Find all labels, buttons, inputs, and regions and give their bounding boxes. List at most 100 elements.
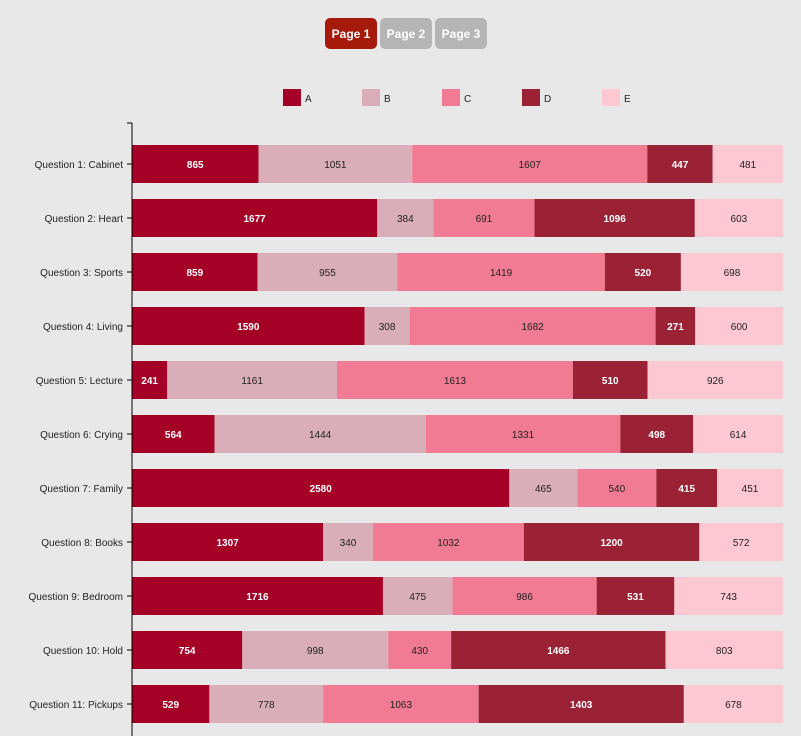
data-label-c: 1331 — [512, 430, 535, 441]
legend-label-e: E — [624, 94, 631, 105]
bar-segment-b — [214, 415, 426, 453]
bar-segment-e — [694, 199, 783, 237]
bar-segment-c — [372, 523, 524, 561]
legend-swatch-e — [602, 89, 620, 106]
data-label-c: 430 — [411, 646, 428, 657]
category-label: Question 1: Cabinet — [35, 160, 124, 171]
data-label-a: 859 — [186, 268, 203, 279]
legend-item-e: E — [602, 89, 631, 106]
category-label: Question 3: Sports — [40, 268, 123, 279]
bar-segment-e — [699, 523, 783, 561]
data-label-c: 1419 — [490, 268, 513, 279]
data-label-a: 1716 — [246, 592, 269, 603]
data-label-e: 803 — [716, 646, 733, 657]
category-label: Question 7: Family — [40, 484, 123, 495]
bar-segment-c — [412, 145, 648, 183]
category-label: Question 2: Heart — [45, 214, 124, 225]
legend-item-c: C — [442, 89, 471, 106]
data-label-a: 2580 — [310, 484, 333, 495]
bar-segment-c — [425, 415, 621, 453]
bar-segment-e — [695, 307, 783, 345]
page-2-button[interactable]: Page 2 — [380, 18, 432, 49]
data-label-e: 743 — [720, 592, 737, 603]
data-label-a: 1590 — [237, 322, 260, 333]
bar-segment-a — [132, 469, 510, 507]
data-label-e: 600 — [731, 322, 748, 333]
bar-segment-b — [364, 307, 410, 345]
data-label-b: 475 — [409, 592, 426, 603]
category-label: Question 10: Hold — [43, 646, 123, 657]
legend-label-b: B — [384, 94, 391, 105]
bar-segment-a — [132, 253, 258, 291]
data-label-d: 1096 — [604, 214, 627, 225]
data-label-e: 678 — [725, 700, 742, 711]
bar-segment-a — [132, 577, 383, 615]
bar-segment-e — [680, 253, 783, 291]
bar-segment-a — [132, 631, 243, 669]
bar-segment-b — [509, 469, 578, 507]
data-label-d: 447 — [672, 160, 689, 171]
bar-segment-d — [655, 307, 696, 345]
data-label-a: 865 — [187, 160, 204, 171]
legend-swatch-b — [362, 89, 380, 106]
bar-segment-c — [323, 685, 479, 723]
data-label-d: 510 — [602, 376, 619, 387]
bar-segment-c — [433, 199, 535, 237]
data-label-d: 415 — [678, 484, 695, 495]
data-label-a: 564 — [165, 430, 182, 441]
bar-segment-d — [604, 253, 681, 291]
bar-segment-e — [693, 415, 783, 453]
bar-segment-c — [397, 253, 605, 291]
data-label-d: 1466 — [547, 646, 570, 657]
bar-segment-b — [242, 631, 389, 669]
page-1-button[interactable]: Page 1 — [325, 18, 377, 49]
legend-label-d: D — [544, 94, 551, 105]
data-label-b: 1051 — [324, 160, 347, 171]
data-label-e: 926 — [707, 376, 724, 387]
data-label-c: 986 — [516, 592, 533, 603]
bar-segment-d — [620, 415, 694, 453]
bar-segment-d — [523, 523, 700, 561]
data-label-e: 698 — [724, 268, 741, 279]
page-3-button[interactable]: Page 3 — [435, 18, 487, 49]
data-label-c: 1682 — [521, 322, 544, 333]
bar-segment-d — [596, 577, 675, 615]
bar-segment-e — [647, 361, 783, 399]
data-label-a: 1307 — [216, 538, 239, 549]
category-label: Question 6: Crying — [40, 430, 123, 441]
bar-segment-d — [534, 199, 695, 237]
category-label: Question 4: Living — [43, 322, 123, 333]
data-label-d: 1403 — [570, 700, 593, 711]
data-label-d: 498 — [648, 430, 665, 441]
legend-swatch-c — [442, 89, 460, 106]
category-label: Question 5: Lecture — [36, 376, 124, 387]
data-label-b: 1161 — [241, 376, 263, 387]
data-label-a: 241 — [141, 376, 158, 387]
data-label-b: 308 — [379, 322, 396, 333]
bar-segment-d — [572, 361, 648, 399]
bar-segment-a — [132, 523, 324, 561]
bar-segment-a — [132, 415, 215, 453]
bar-segment-b — [167, 361, 338, 399]
bar-segment-c — [388, 631, 452, 669]
category-label: Question 11: Pickups — [29, 700, 123, 711]
bar-segment-a — [132, 307, 365, 345]
bar-segment-e — [665, 631, 783, 669]
data-label-c: 1063 — [390, 700, 413, 711]
data-label-e: 481 — [739, 160, 756, 171]
data-label-c: 540 — [609, 484, 626, 495]
bar-segment-c — [577, 469, 657, 507]
bar-segment-b — [258, 145, 413, 183]
data-label-c: 1613 — [444, 376, 467, 387]
data-label-e: 603 — [731, 214, 748, 225]
category-label: Question 8: Books — [41, 538, 123, 549]
bar-segment-a — [132, 361, 168, 399]
bar-segment-b — [209, 685, 324, 723]
data-label-b: 955 — [319, 268, 336, 279]
bar-segment-d — [478, 685, 684, 723]
data-label-c: 691 — [476, 214, 493, 225]
data-label-a: 529 — [162, 700, 179, 711]
bar-segment-d — [647, 145, 713, 183]
data-label-b: 1444 — [309, 430, 332, 441]
